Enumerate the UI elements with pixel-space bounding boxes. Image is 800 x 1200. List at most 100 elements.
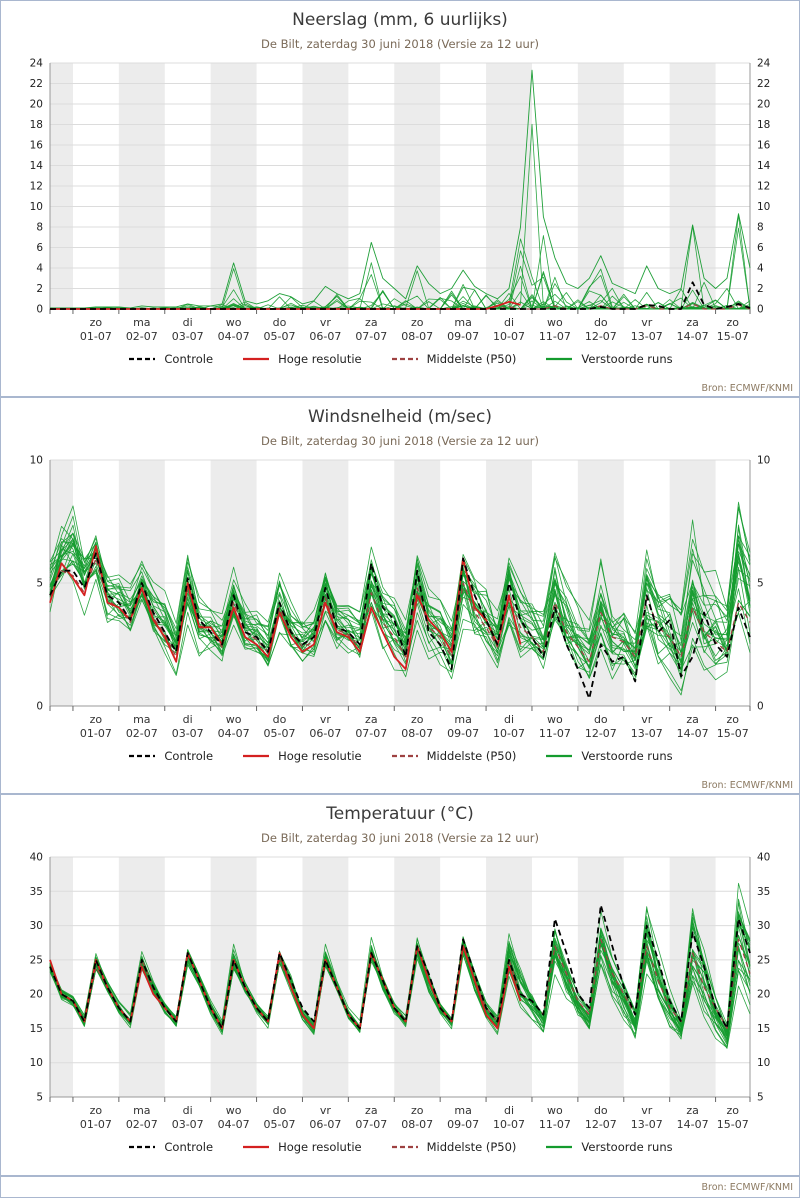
svg-text:02-07: 02-07 — [126, 330, 158, 343]
svg-text:12-07: 12-07 — [585, 330, 617, 343]
svg-text:do: do — [594, 316, 608, 329]
svg-text:2: 2 — [757, 283, 764, 295]
svg-text:6: 6 — [36, 242, 43, 254]
svg-text:13-07: 13-07 — [631, 330, 663, 343]
ensemble-line-icon — [546, 1145, 573, 1149]
svg-text:ma: ma — [133, 316, 150, 329]
svg-text:08-07: 08-07 — [401, 330, 433, 343]
svg-text:ma: ma — [133, 1104, 150, 1117]
svg-text:09-07: 09-07 — [447, 1118, 479, 1131]
legend-item-hoge-resolutie: Hoge resolutie — [241, 1140, 362, 1154]
svg-text:24: 24 — [30, 58, 44, 70]
legend-item-verstoorde-runs: Verstoorde runs — [544, 749, 673, 763]
svg-text:09-07: 09-07 — [447, 727, 479, 740]
svg-text:6: 6 — [757, 242, 764, 254]
svg-text:di: di — [183, 713, 193, 726]
svg-text:15: 15 — [30, 1023, 43, 1035]
svg-text:za: za — [686, 316, 699, 329]
legend-label: Verstoorde runs — [581, 749, 673, 763]
svg-text:40: 40 — [30, 852, 43, 864]
svg-text:di: di — [504, 713, 514, 726]
svg-text:11-07: 11-07 — [539, 727, 571, 740]
svg-text:22: 22 — [30, 78, 43, 90]
svg-text:za: za — [686, 713, 699, 726]
legend: Controle Hoge resolutie Middelste (P50) … — [1, 749, 799, 763]
hires-line-icon — [243, 754, 270, 758]
legend-label: Hoge resolutie — [278, 749, 362, 763]
legend: Controle Hoge resolutie Middelste (P50) … — [1, 1140, 799, 1154]
svg-text:za: za — [365, 316, 378, 329]
svg-text:12: 12 — [30, 181, 43, 193]
svg-text:07-07: 07-07 — [355, 330, 387, 343]
source-note: Bron: ECMWF/KNMI — [701, 1182, 794, 1193]
svg-text:40: 40 — [757, 852, 770, 864]
svg-text:24: 24 — [757, 58, 771, 70]
svg-text:di: di — [504, 316, 514, 329]
svg-text:zo: zo — [411, 316, 424, 329]
legend-item-controle: Controle — [127, 749, 213, 763]
legend-item-hoge-resolutie: Hoge resolutie — [241, 749, 362, 763]
controle-line-icon — [129, 754, 156, 758]
windsnelheid-chart: 0 05 510 10zo01-07ma02-07di03-07wo04-07do05… — [30, 455, 771, 741]
svg-text:20: 20 — [757, 989, 770, 1001]
controle-line-icon — [129, 1145, 156, 1149]
svg-text:10: 10 — [30, 455, 43, 467]
legend-label: Hoge resolutie — [278, 1140, 362, 1154]
svg-text:di: di — [183, 316, 193, 329]
svg-text:wo: wo — [547, 316, 563, 329]
svg-text:14-07: 14-07 — [677, 1118, 709, 1131]
svg-text:do: do — [594, 1104, 608, 1117]
svg-text:vr: vr — [320, 713, 332, 726]
legend-label: Middelste (P50) — [426, 749, 517, 763]
svg-text:ma: ma — [454, 316, 471, 329]
svg-text:01-07: 01-07 — [80, 1118, 112, 1131]
svg-text:11-07: 11-07 — [539, 330, 571, 343]
svg-text:02-07: 02-07 — [126, 1118, 158, 1131]
svg-text:vr: vr — [320, 316, 332, 329]
legend-item-verstoorde-runs: Verstoorde runs — [544, 1140, 673, 1154]
svg-text:zo: zo — [90, 713, 103, 726]
svg-text:di: di — [504, 1104, 514, 1117]
svg-text:30: 30 — [30, 920, 43, 932]
panel-windsnelheid: Windsnelheid (m/sec) De Bilt, zaterdag 3… — [0, 397, 800, 794]
ensemble-line-icon — [546, 754, 573, 758]
legend-item-middelste: Middelste (P50) — [390, 749, 517, 763]
svg-text:zo: zo — [727, 316, 740, 329]
svg-text:zo: zo — [90, 1104, 103, 1117]
svg-text:16: 16 — [30, 140, 44, 152]
svg-text:20: 20 — [30, 989, 43, 1001]
panel-temperatuur: Temperatuur (°C) De Bilt, zaterdag 30 ju… — [0, 794, 800, 1176]
hires-line-icon — [243, 357, 270, 361]
svg-text:07-07: 07-07 — [355, 1118, 387, 1131]
svg-text:06-07: 06-07 — [309, 1118, 341, 1131]
svg-text:05-07: 05-07 — [264, 1118, 296, 1131]
svg-text:zo: zo — [90, 316, 103, 329]
svg-text:wo: wo — [226, 316, 242, 329]
svg-text:13-07: 13-07 — [631, 1118, 663, 1131]
svg-text:03-07: 03-07 — [172, 330, 204, 343]
svg-text:14: 14 — [757, 160, 771, 172]
svg-text:wo: wo — [547, 713, 563, 726]
legend-label: Verstoorde runs — [581, 1140, 673, 1154]
svg-text:do: do — [273, 316, 287, 329]
svg-text:35: 35 — [757, 886, 770, 898]
svg-text:15-07: 15-07 — [717, 727, 749, 740]
legend-item-controle: Controle — [127, 1140, 213, 1154]
svg-text:vr: vr — [641, 713, 653, 726]
legend-label: Controle — [164, 352, 214, 366]
svg-text:35: 35 — [30, 886, 43, 898]
svg-text:5: 5 — [36, 578, 43, 590]
source-note: Bron: ECMWF/KNMI — [701, 780, 794, 791]
svg-text:15-07: 15-07 — [717, 330, 749, 343]
legend-item-middelste: Middelste (P50) — [390, 352, 516, 366]
source-note: Bron: ECMWF/KNMI — [701, 383, 794, 394]
chart-subtitle: De Bilt, zaterdag 30 juni 2018 (Versie z… — [260, 831, 540, 845]
svg-text:za: za — [365, 1104, 378, 1117]
svg-text:zo: zo — [727, 1104, 740, 1117]
svg-text:22: 22 — [757, 78, 770, 90]
svg-text:10-07: 10-07 — [493, 330, 525, 343]
svg-text:20: 20 — [30, 99, 43, 111]
svg-text:25: 25 — [757, 954, 770, 966]
svg-text:ma: ma — [454, 1104, 471, 1117]
